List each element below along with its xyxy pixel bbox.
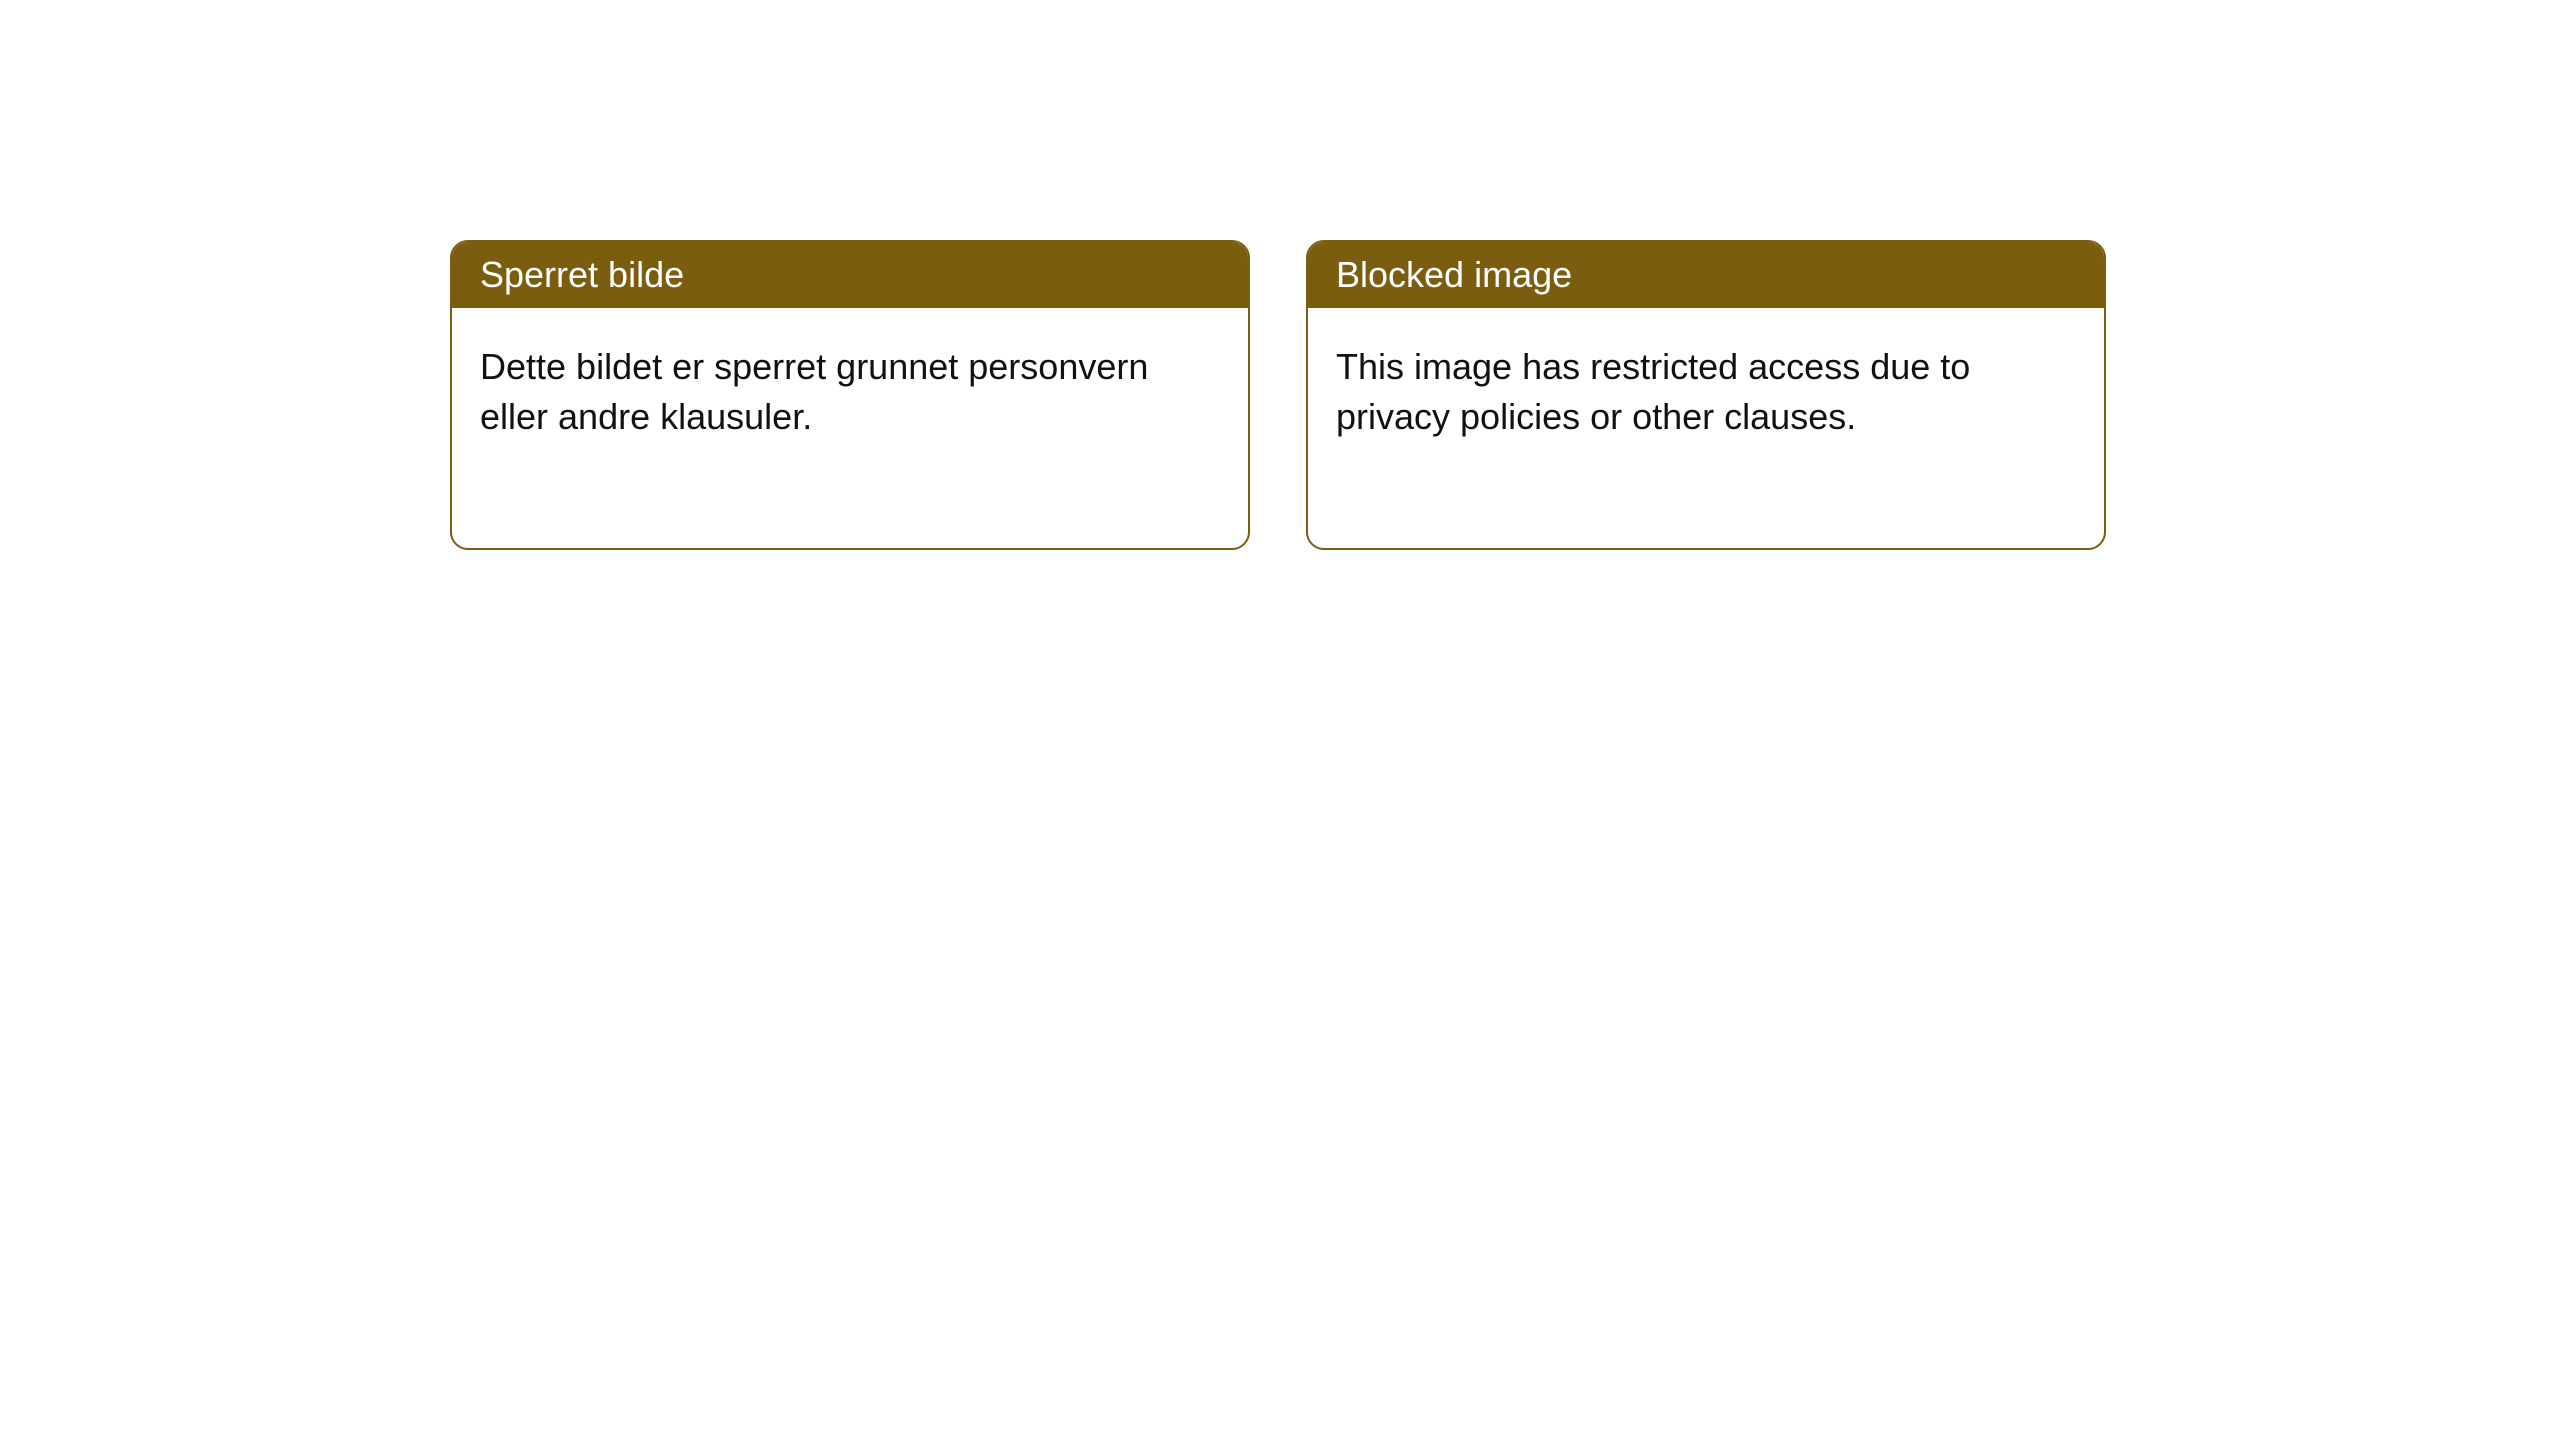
notice-card-body: Dette bildet er sperret grunnet personve… [452,308,1248,548]
notice-card-title: Blocked image [1336,254,1572,295]
notice-card-title: Sperret bilde [480,254,684,295]
notice-card-english: Blocked image This image has restricted … [1306,240,2106,550]
notice-card-header: Blocked image [1308,242,2104,308]
notice-container: Sperret bilde Dette bildet er sperret gr… [0,0,2560,550]
notice-card-body: This image has restricted access due to … [1308,308,2104,548]
notice-card-text: This image has restricted access due to … [1336,346,1970,437]
notice-card-norwegian: Sperret bilde Dette bildet er sperret gr… [450,240,1250,550]
notice-card-header: Sperret bilde [452,242,1248,308]
notice-card-text: Dette bildet er sperret grunnet personve… [480,346,1148,437]
